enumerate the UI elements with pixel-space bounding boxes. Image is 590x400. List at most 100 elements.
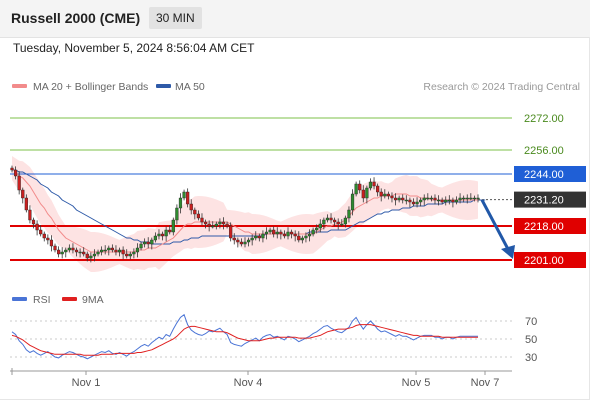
- candle-body: [53, 245, 57, 251]
- level-label-2244.00: 2244.00: [524, 169, 564, 181]
- candle-body: [329, 217, 333, 221]
- x-axis: Nov 1 Nov 4 Nov 5 Nov 7: [10, 368, 512, 389]
- candle-body: [78, 251, 82, 254]
- candle-body: [433, 197, 437, 201]
- candle-body: [28, 209, 32, 221]
- candle-body: [419, 199, 423, 203]
- candle-body: [361, 189, 365, 199]
- candle-body: [132, 251, 136, 255]
- current-price-label: 2231.20: [524, 195, 564, 207]
- candle-body: [239, 241, 244, 245]
- timeframe-badge[interactable]: 30 MIN: [149, 7, 202, 29]
- candle-body: [393, 197, 398, 201]
- candle-body: [469, 197, 473, 200]
- rsi-tick-30: 30: [525, 352, 537, 364]
- forecast-arrow-shaft: [480, 199, 511, 252]
- level-label-2256.00: 2256.00: [524, 145, 564, 157]
- candle-body: [193, 209, 197, 215]
- candle-body: [261, 233, 265, 239]
- candle-body: [476, 197, 480, 200]
- candle-body: [458, 197, 462, 201]
- candle-body: [143, 241, 147, 245]
- level-label-2272.00: 2272.00: [524, 113, 564, 125]
- candle-body: [31, 219, 36, 225]
- chart-header: Russell 2000 (CME) 30 MIN: [0, 0, 590, 38]
- candle-body: [397, 197, 401, 201]
- chart-datetime: Tuesday, November 5, 2024 8:56:04 AM CET: [13, 41, 255, 55]
- candle-body: [243, 241, 247, 245]
- x-tick-label: Nov 1: [72, 377, 101, 389]
- candle-body: [135, 247, 140, 253]
- candle-body: [57, 249, 61, 255]
- candle-body: [114, 249, 118, 253]
- level-tag-2201.00: [514, 252, 586, 268]
- candle-body: [257, 235, 261, 239]
- candle-body: [60, 251, 64, 255]
- candle-body: [415, 201, 419, 205]
- candle-body: [268, 229, 272, 233]
- candle-body: [13, 169, 18, 177]
- candle-body: [160, 233, 165, 237]
- level-tag-2218.00: [514, 218, 586, 234]
- x-tick-label: Nov 7: [471, 377, 500, 389]
- candle-body: [203, 221, 208, 225]
- candle-body: [368, 181, 373, 189]
- candle-body: [379, 191, 383, 197]
- candle-body: [444, 199, 448, 203]
- candle-body: [307, 233, 312, 237]
- candle-body: [103, 249, 107, 252]
- ma50-legend-label: MA 50: [175, 81, 205, 93]
- candle-body: [74, 249, 79, 253]
- candle-body: [264, 231, 269, 235]
- candle-body: [246, 239, 251, 243]
- candle-body: [350, 193, 355, 211]
- forecast-arrowhead: [501, 245, 515, 259]
- candle-body: [286, 231, 290, 237]
- candle-body: [211, 225, 215, 228]
- candle-body: [383, 193, 387, 197]
- candle-body: [386, 193, 390, 197]
- candle-body: [236, 239, 240, 243]
- candle-body: [472, 197, 477, 200]
- level-label-2201.00: 2201.00: [524, 255, 564, 267]
- candle-body: [225, 223, 229, 227]
- candle-body: [164, 229, 168, 237]
- candle-body: [171, 219, 175, 233]
- candle-body: [290, 231, 294, 235]
- candle-body: [189, 203, 193, 211]
- candle-body: [333, 219, 337, 223]
- current-price-tag: [514, 191, 586, 208]
- candle-body: [157, 233, 161, 237]
- candle-body: [358, 183, 362, 191]
- candle-body: [404, 199, 408, 202]
- candle-body: [436, 199, 441, 202]
- candle-body: [186, 191, 190, 205]
- candle-body: [272, 229, 276, 235]
- candle-body: [196, 213, 200, 219]
- ma9-line: [11, 324, 478, 356]
- candle-body: [200, 217, 204, 223]
- candle-body: [175, 207, 179, 221]
- candle-body: [429, 197, 433, 200]
- rsi-legend-swatch: [12, 297, 27, 301]
- candle-body: [117, 249, 122, 253]
- ma20-line: [11, 167, 478, 253]
- candle-body: [282, 233, 287, 237]
- candle-body: [21, 189, 25, 199]
- candle-body: [451, 199, 455, 203]
- candle-body: [139, 243, 143, 249]
- candle-body: [340, 223, 344, 226]
- candle-body: [440, 199, 444, 203]
- candle-body: [279, 231, 283, 235]
- bollinger-band-fill: [12, 156, 478, 272]
- candle-body: [125, 253, 129, 257]
- ma9-legend-label: 9MA: [82, 294, 104, 306]
- candle-body: [347, 209, 351, 219]
- bollinger-legend-swatch: [12, 84, 27, 88]
- candle-body: [100, 249, 104, 253]
- level-tag-2272.00: [514, 110, 586, 126]
- candle-body: [376, 185, 380, 193]
- candle-body: [17, 175, 21, 191]
- candle-body: [390, 195, 394, 199]
